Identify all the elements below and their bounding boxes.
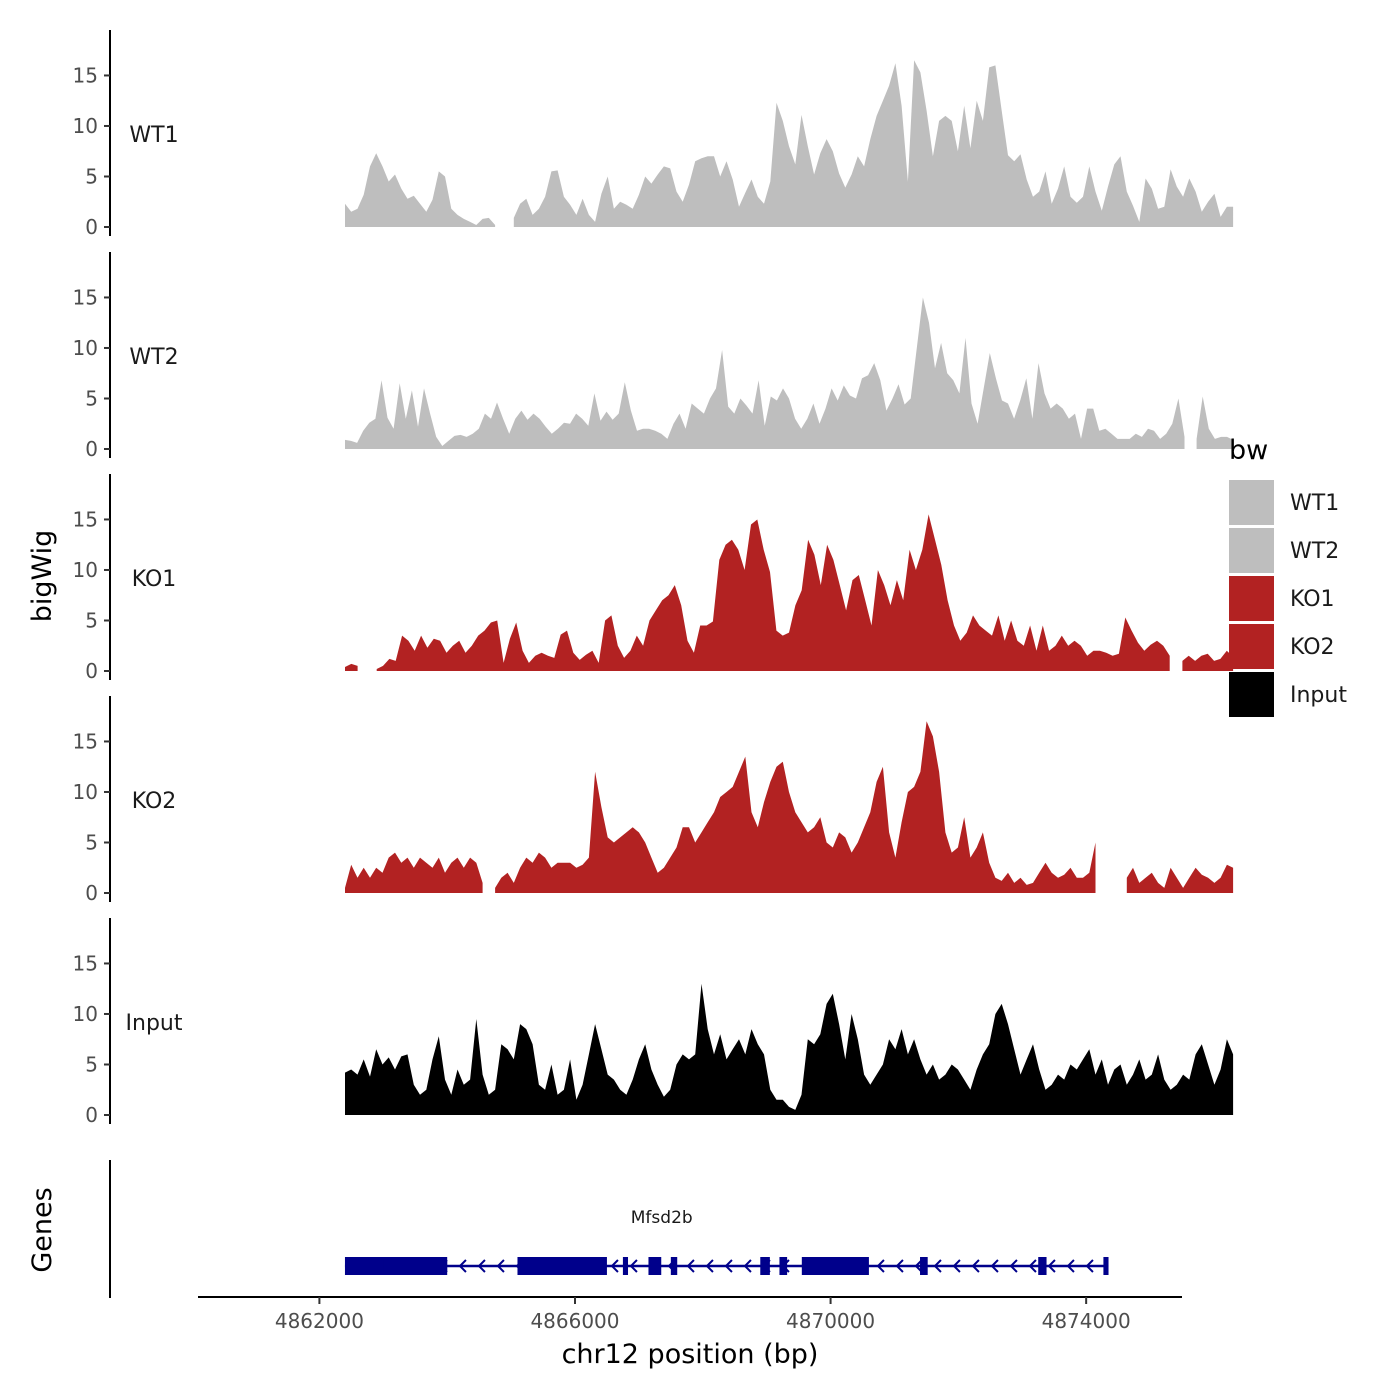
y-tick-label: 15 <box>73 285 98 309</box>
gene-exon <box>648 1257 662 1275</box>
gene-exon <box>670 1257 678 1275</box>
strand-arrow <box>686 1259 695 1273</box>
legend-label-input: Input <box>1290 683 1347 708</box>
strand-arrow <box>610 1259 619 1273</box>
legend-swatch-input <box>1229 672 1274 717</box>
strand-arrow <box>1047 1259 1056 1273</box>
track-label: WT1 <box>129 123 178 148</box>
y-tick-label: 15 <box>73 951 98 975</box>
legend-swatch-ko2 <box>1229 624 1274 669</box>
y-tick-label: 10 <box>73 558 98 582</box>
y-tick-label: 15 <box>73 63 98 87</box>
y-tick-label: 0 <box>85 215 98 239</box>
track-area-input <box>345 983 1234 1115</box>
gene-exon-utr <box>383 1260 448 1272</box>
y-tick-label: 5 <box>85 386 98 410</box>
strand-arrow <box>952 1259 961 1273</box>
track-area-ko2 <box>345 721 1234 893</box>
y-tick-label: 0 <box>85 659 98 683</box>
legend-title: bw <box>1229 435 1268 466</box>
y-tick-label: 0 <box>85 437 98 461</box>
x-tick-label: 4862000 <box>275 1309 364 1333</box>
track-wt1: 0 5 10 15 WT1 <box>73 30 1234 239</box>
strand-arrow <box>1066 1259 1075 1273</box>
strand-arrow <box>1009 1259 1018 1273</box>
track-label: WT2 <box>129 345 178 370</box>
strand-arrow <box>1085 1259 1094 1273</box>
y-axis-title: bigWig <box>27 530 58 623</box>
strand-arrow <box>990 1259 999 1273</box>
gene-mfsd2b: Mfsd2b <box>344 1208 1109 1275</box>
track-area-ko1 <box>345 514 1234 671</box>
gene-exon <box>801 1257 869 1275</box>
gene-exon <box>760 1257 770 1275</box>
gene-exon-utr <box>543 1260 595 1272</box>
y-tick-label: 10 <box>73 336 98 360</box>
track-input: 0 5 10 15 Input <box>73 918 1234 1127</box>
x-axis: 4862000 4866000 4870000 4874000 <box>198 1296 1182 1333</box>
y-tick-label: 10 <box>73 780 98 804</box>
strand-arrow <box>876 1259 885 1273</box>
genes-track: Mfsd2b <box>109 1160 1109 1298</box>
gene-exon <box>920 1257 928 1275</box>
y-tick-label: 15 <box>73 729 98 753</box>
track-label: KO1 <box>132 567 177 592</box>
legend-label-ko1: KO1 <box>1290 587 1335 612</box>
strand-arrow <box>1028 1259 1037 1273</box>
strand-arrow <box>743 1259 752 1273</box>
legend-swatch-ko1 <box>1229 576 1274 621</box>
track-area-wt2 <box>345 297 1234 449</box>
strand-arrow <box>971 1259 980 1273</box>
track-ko2: 0 5 10 15 KO2 <box>73 696 1234 905</box>
strand-arrow <box>458 1259 467 1273</box>
y-tick-label: 10 <box>73 1002 98 1026</box>
legend-label-ko2: KO2 <box>1290 635 1335 660</box>
y-tick-label: 5 <box>85 164 98 188</box>
track-label: Input <box>126 1011 183 1036</box>
genes-axis-title: Genes <box>27 1187 58 1272</box>
strand-arrow <box>705 1259 714 1273</box>
x-tick-label: 4866000 <box>530 1309 619 1333</box>
gene-name-label: Mfsd2b <box>631 1208 693 1228</box>
gene-exon <box>1038 1257 1047 1275</box>
gene-exon <box>622 1257 629 1275</box>
y-tick-label: 15 <box>73 507 98 531</box>
legend: bw WT1 WT2 KO1 KO2 Input <box>1229 435 1347 717</box>
track-ko1: 0 5 10 15 KO1 <box>73 474 1234 683</box>
gene-exon <box>1103 1257 1109 1275</box>
track-area-wt1 <box>345 60 1234 227</box>
track-wt2: 0 5 10 15 WT2 <box>73 252 1234 461</box>
strand-arrow <box>895 1259 904 1273</box>
strand-arrow <box>496 1259 505 1273</box>
y-tick-label: 5 <box>85 830 98 854</box>
gene-exon <box>779 1257 788 1275</box>
x-tick-label: 4870000 <box>786 1309 875 1333</box>
legend-swatch-wt2 <box>1229 528 1274 573</box>
y-tick-label: 5 <box>85 1052 98 1076</box>
y-tick-label: 10 <box>73 114 98 138</box>
y-tick-label: 5 <box>85 608 98 632</box>
y-tick-label: 0 <box>85 881 98 905</box>
x-tick-label: 4874000 <box>1042 1309 1131 1333</box>
legend-label-wt2: WT2 <box>1290 539 1339 564</box>
legend-swatch-wt1 <box>1229 480 1274 525</box>
track-label: KO2 <box>132 789 177 814</box>
y-tick-label: 0 <box>85 1103 98 1127</box>
x-axis-title: chr12 position (bp) <box>562 1339 819 1370</box>
strand-arrow <box>933 1259 942 1273</box>
legend-label-wt1: WT1 <box>1290 491 1339 516</box>
strand-arrow <box>724 1259 733 1273</box>
strand-arrow <box>477 1259 486 1273</box>
signal-tracks: 0 5 10 15 WT1 0 5 10 15 WT2 0 5 10 15 KO1 0 5 10 15 KO2 0 5 10… <box>73 30 1234 1127</box>
strand-arrow <box>914 1259 923 1273</box>
strand-arrow <box>629 1259 638 1273</box>
